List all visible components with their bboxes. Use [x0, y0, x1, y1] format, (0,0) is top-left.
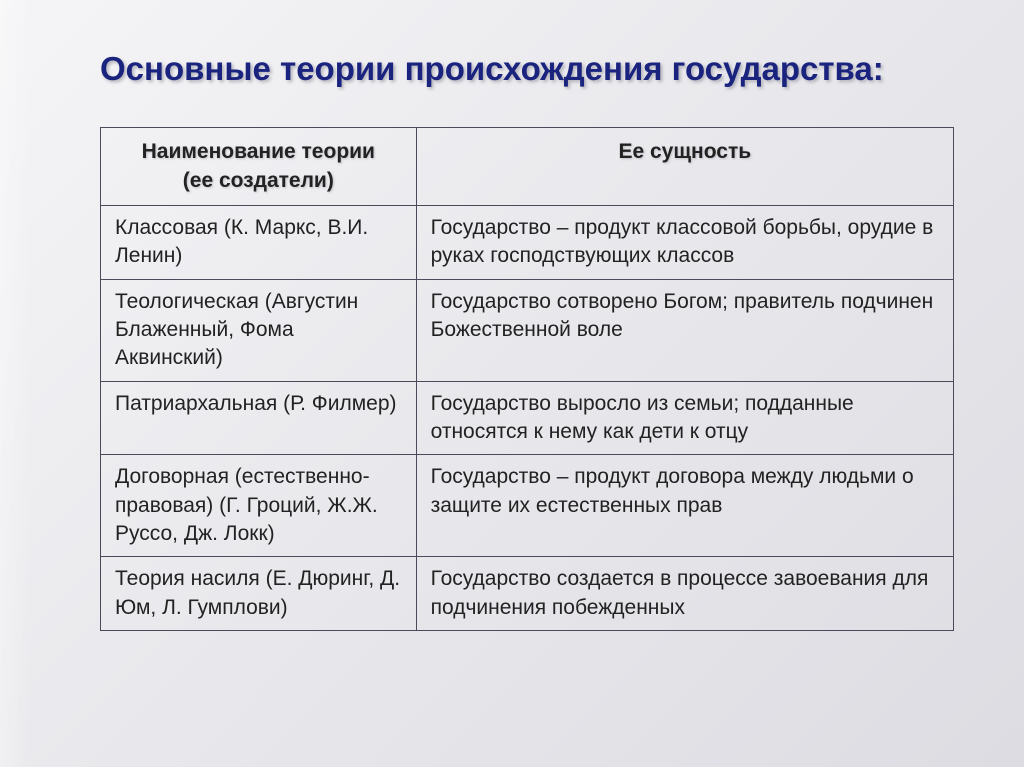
header-theory-sub: (ее создатели)	[115, 167, 402, 195]
cell-theory-name: Теологическая (Августин Блаженный, Фома …	[101, 279, 417, 381]
table-header-row: Наименование теории (ее создатели) Ее су…	[101, 128, 954, 206]
table-row: Теория насиля (Е. Дюринг, Д. Юм, Л. Гумп…	[101, 557, 954, 631]
table-row: Договорная (естественно-правовая) (Г. Гр…	[101, 455, 954, 557]
cell-theory-essence: Государство – продукт классовой борьбы, …	[416, 205, 953, 279]
cell-theory-essence: Государство создается в процессе завоева…	[416, 557, 953, 631]
slide-title: Основные теории происхождения государств…	[100, 48, 954, 89]
theories-table: Наименование теории (ее создатели) Ее су…	[100, 127, 954, 631]
table-row: Патриархальная (Р. Филмер) Государство в…	[101, 381, 954, 455]
cell-theory-essence: Государство выросло из семьи; подданные …	[416, 381, 953, 455]
cell-theory-essence: Государство сотворено Богом; правитель п…	[416, 279, 953, 381]
table-row: Классовая (К. Маркс, В.И. Ленин) Государ…	[101, 205, 954, 279]
header-col-essence: Ее сущность	[416, 128, 953, 206]
cell-theory-name: Патриархальная (Р. Филмер)	[101, 381, 417, 455]
cell-theory-name: Договорная (естественно-правовая) (Г. Гр…	[101, 455, 417, 557]
table-row: Теологическая (Августин Блаженный, Фома …	[101, 279, 954, 381]
header-col-theory: Наименование теории (ее создатели)	[101, 128, 417, 206]
cell-theory-name: Теория насиля (Е. Дюринг, Д. Юм, Л. Гумп…	[101, 557, 417, 631]
cell-theory-essence: Государство – продукт договора между люд…	[416, 455, 953, 557]
header-theory-main: Наименование теории	[115, 138, 402, 166]
slide-container: Основные теории происхождения государств…	[0, 0, 1024, 767]
cell-theory-name: Классовая (К. Маркс, В.И. Ленин)	[101, 205, 417, 279]
